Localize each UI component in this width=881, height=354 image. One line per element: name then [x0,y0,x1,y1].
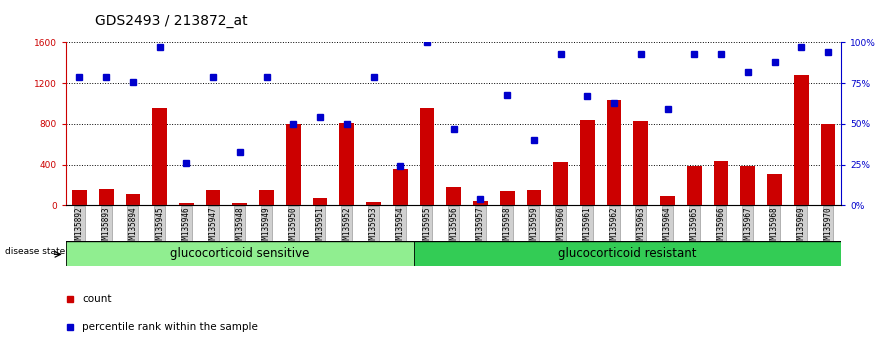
Bar [413,241,841,266]
Bar [152,108,167,205]
Text: disease state: disease state [5,247,65,256]
Bar [206,190,220,205]
Bar [553,161,568,205]
Bar [72,190,87,205]
Bar [66,241,413,266]
Bar [393,169,408,205]
Bar [820,124,835,205]
Bar [660,196,675,205]
Bar [767,174,781,205]
Bar [740,166,755,205]
Text: percentile rank within the sample: percentile rank within the sample [82,322,258,332]
Bar [419,108,434,205]
Bar [473,201,488,205]
Text: GDS2493 / 213872_at: GDS2493 / 213872_at [95,14,248,28]
Text: glucocorticoid resistant: glucocorticoid resistant [559,247,697,259]
Bar [633,121,648,205]
Bar [714,161,729,205]
Bar [126,194,140,205]
Bar [99,189,114,205]
Text: glucocorticoid sensitive: glucocorticoid sensitive [170,247,309,259]
Bar [233,203,248,205]
Bar [66,241,413,266]
Bar [339,123,354,205]
Bar [607,101,621,205]
Bar [286,124,300,205]
Bar [447,187,461,205]
Bar [366,202,381,205]
Bar [687,166,701,205]
Text: count: count [82,294,111,304]
Bar [313,198,328,205]
Bar [179,203,194,205]
Bar [500,191,515,205]
Bar [259,190,274,205]
Bar [527,190,541,205]
Bar [794,75,809,205]
Bar [580,120,595,205]
Bar [413,241,841,266]
